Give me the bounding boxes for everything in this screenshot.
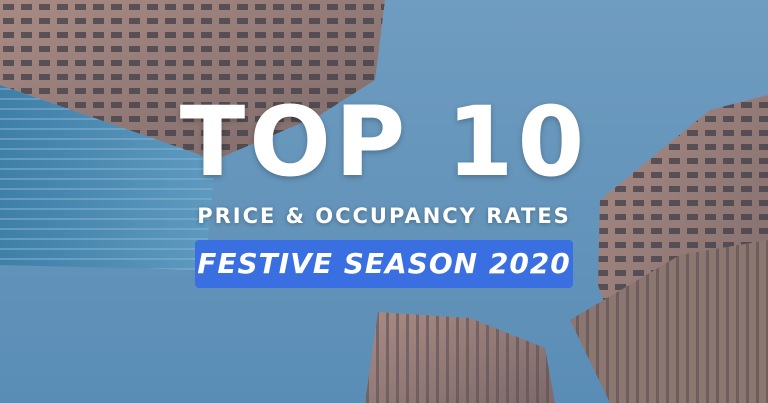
badge: FESTIVE SEASON 2020 <box>195 240 573 288</box>
headline: TOP 10 <box>179 86 589 198</box>
subtitle: PRICE & OCCUPANCY RATES <box>197 204 571 228</box>
